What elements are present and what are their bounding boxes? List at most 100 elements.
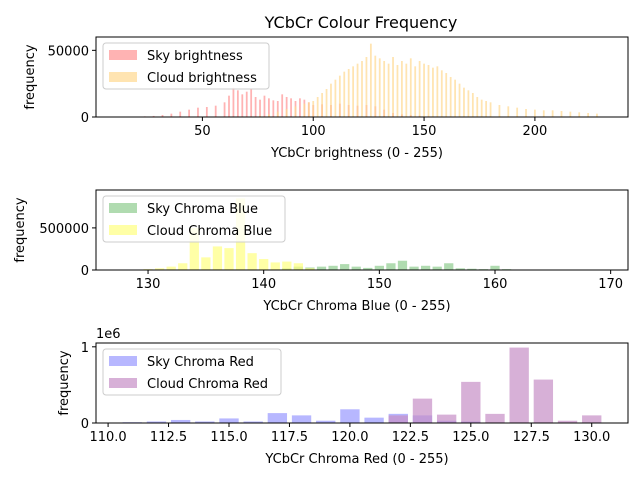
legend-label: Cloud Chroma Blue: [147, 224, 272, 239]
bar: [388, 415, 408, 423]
bar: [432, 67, 434, 117]
bar: [223, 102, 226, 117]
bar: [397, 260, 408, 270]
y-tick-label: 0: [81, 111, 89, 126]
axes-frame: [95, 189, 629, 271]
bar: [254, 97, 257, 117]
bar: [396, 65, 399, 117]
bar: [325, 89, 328, 117]
bar: [596, 113, 598, 117]
x-tick-label: 140: [251, 277, 276, 292]
bar: [161, 115, 164, 117]
y-tick-label: 1: [81, 341, 89, 356]
bar: [154, 268, 165, 270]
bar: [525, 109, 527, 117]
bar: [250, 89, 253, 117]
bar: [232, 87, 235, 117]
bar: [485, 101, 488, 117]
y-axis-label: frequency: [23, 44, 38, 110]
bar: [414, 66, 417, 117]
chart-title: YCbCr Colour Frequency: [264, 13, 458, 32]
bar: [321, 93, 323, 117]
bar: [461, 381, 481, 423]
x-tick-label: 112.5: [150, 430, 187, 445]
bar: [374, 265, 384, 270]
bar: [551, 110, 554, 117]
bar: [340, 264, 350, 270]
bar: [471, 93, 474, 117]
bar: [276, 111, 279, 117]
bar: [409, 266, 419, 270]
x-tick-label: 130: [136, 277, 161, 292]
bar: [351, 266, 361, 270]
x-axis-label: YCbCr Chroma Blue (0 - 255): [262, 299, 450, 314]
bar: [467, 90, 470, 117]
bar: [347, 69, 350, 117]
brightness-chart: 50 100 150 200 0 50000 YCbCr brightness (0 - 2…: [23, 36, 629, 161]
bar: [236, 90, 239, 117]
legend-label: Sky Chroma Red: [147, 355, 254, 370]
bar: [364, 417, 384, 423]
bar: [363, 267, 373, 270]
bar: [427, 65, 430, 117]
x-tick-label: 160: [483, 277, 508, 292]
bar: [312, 101, 315, 117]
bar: [507, 106, 510, 117]
x-tick-label: 130.0: [573, 430, 610, 445]
bar: [352, 66, 355, 117]
bar: [330, 83, 332, 117]
bar: [178, 263, 188, 270]
bar: [268, 98, 270, 117]
x-tick-label: 150: [367, 277, 392, 292]
bar: [534, 109, 536, 117]
bar: [290, 98, 292, 117]
legend-label: Cloud brightness: [147, 71, 257, 86]
legend-swatch: [109, 72, 137, 82]
x-tick-label: 50: [194, 124, 211, 139]
bar: [307, 102, 310, 117]
bar: [458, 83, 461, 117]
legend-label: Sky brightness: [147, 49, 243, 64]
bar: [436, 66, 439, 117]
bar: [587, 113, 589, 117]
bar: [170, 419, 191, 423]
bar: [305, 268, 315, 270]
x-tick-label: 127.5: [513, 430, 550, 445]
bar: [365, 57, 368, 117]
bar: [498, 105, 501, 117]
bar: [259, 259, 269, 270]
bar: [316, 97, 319, 117]
legend-label: Cloud Chroma Red: [147, 377, 268, 392]
y-axis-label: frequency: [13, 197, 28, 263]
bar: [188, 109, 190, 117]
x-tick-label: 170: [598, 277, 623, 292]
bar: [516, 107, 519, 117]
legend-swatch: [109, 225, 137, 235]
bar: [293, 263, 304, 270]
x-tick-label: 120.0: [331, 430, 368, 445]
bar: [423, 63, 425, 117]
x-tick-label: 150: [412, 124, 437, 139]
bar: [476, 97, 479, 117]
bar: [409, 58, 412, 117]
bar: [272, 100, 275, 117]
bar: [509, 347, 529, 423]
bar: [170, 113, 173, 117]
bar: [285, 97, 288, 117]
x-tick-label: 200: [522, 124, 547, 139]
bar: [569, 111, 572, 117]
bar: [374, 55, 377, 117]
bar: [245, 91, 248, 117]
x-axis-label: YCbCr brightness (0 - 255): [270, 146, 443, 161]
bar: [578, 112, 581, 117]
bar: [247, 253, 257, 270]
legend-box: [102, 195, 286, 243]
bar: [582, 415, 602, 423]
bar: [146, 421, 167, 423]
bar: [343, 71, 346, 117]
bar: [542, 110, 545, 117]
bar: [263, 95, 266, 117]
bar: [485, 413, 505, 423]
bar: [195, 421, 215, 423]
